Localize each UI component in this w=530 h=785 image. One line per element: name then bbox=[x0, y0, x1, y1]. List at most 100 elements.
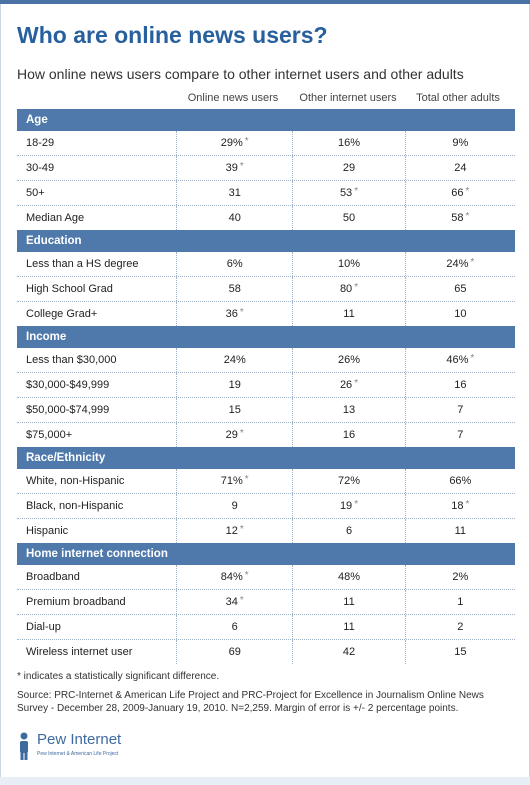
significance-star: * bbox=[465, 186, 470, 197]
significance-note: * indicates a statistically significant … bbox=[17, 671, 220, 682]
table-cell: 36 * bbox=[176, 302, 292, 326]
cell-value: 6 bbox=[345, 525, 353, 537]
table-cell: 10% bbox=[292, 252, 404, 276]
table-row: 50+ 31 53 * 66 * bbox=[17, 181, 515, 205]
row-label: Broadband bbox=[26, 571, 80, 583]
cell-value: 16 bbox=[342, 429, 356, 441]
row-label: Premium broadband bbox=[26, 596, 126, 608]
table-cell: 13 bbox=[292, 398, 404, 422]
table-cell: 46% * bbox=[404, 348, 515, 372]
cell-value: 15 bbox=[454, 646, 467, 658]
row-divider bbox=[17, 589, 515, 590]
cell-value: 26% bbox=[338, 354, 361, 366]
row-label: $30,000-$49,999 bbox=[26, 379, 110, 391]
row-label: White, non-Hispanic bbox=[26, 475, 125, 487]
row-label: College Grad+ bbox=[26, 308, 98, 320]
data-table: Age 18-29 29% * 16% 9% 30-49 39 * 29 24 50+ 31 53 * 66 *… bbox=[17, 109, 515, 664]
pew-internet-logo: Pew Internet Pew Internet & American Lif… bbox=[17, 731, 167, 761]
row-label: Less than a HS degree bbox=[26, 258, 139, 270]
row-label: 18-29 bbox=[26, 137, 55, 149]
section-header: Income bbox=[17, 326, 515, 348]
cell-value: 1 bbox=[457, 596, 464, 608]
table-cell: 7 bbox=[404, 423, 515, 447]
cell-value: 34 bbox=[225, 596, 238, 608]
significance-star: * bbox=[239, 161, 244, 172]
chart-subtitle: How online news users compare to other i… bbox=[17, 66, 464, 82]
cell-value: 36 bbox=[225, 308, 238, 320]
cell-value: 71% bbox=[220, 475, 243, 487]
significance-star: * bbox=[465, 499, 470, 510]
cell-value: 7 bbox=[457, 404, 464, 416]
cell-value: 80 bbox=[339, 283, 353, 295]
table-cell: 34 * bbox=[176, 590, 292, 614]
table-cell: 24% bbox=[176, 348, 292, 372]
row-divider bbox=[17, 422, 515, 423]
significance-star: * bbox=[239, 524, 244, 535]
cell-value: 18 bbox=[451, 500, 464, 512]
table-cell: 9 bbox=[176, 494, 292, 518]
cell-value: 48% bbox=[338, 571, 361, 583]
table-row: Black, non-Hispanic 9 19 * 18 * bbox=[17, 494, 515, 518]
cell-value: 11 bbox=[343, 621, 355, 633]
cell-value: 12 bbox=[225, 525, 238, 537]
table-cell: 16% bbox=[292, 131, 404, 155]
table-row: Dial-up 6 11 2 bbox=[17, 615, 515, 639]
table-cell: 48% bbox=[292, 565, 404, 589]
cell-value: 53 bbox=[339, 187, 353, 199]
table-cell: 6 bbox=[292, 519, 404, 543]
row-label: 30-49 bbox=[26, 162, 55, 174]
table-cell: 31 bbox=[176, 181, 292, 205]
cell-value: 42 bbox=[342, 646, 356, 658]
table-cell: 66% bbox=[404, 469, 515, 493]
section-header: Education bbox=[17, 230, 515, 252]
significance-star: * bbox=[354, 282, 359, 293]
row-divider bbox=[17, 180, 515, 181]
significance-star: * bbox=[239, 428, 244, 439]
table-row: Median Age 40 50 58 * bbox=[17, 206, 515, 230]
section-header: Age bbox=[17, 109, 515, 131]
table-cell: 69 bbox=[176, 640, 292, 664]
significance-star: * bbox=[244, 570, 249, 581]
significance-star: * bbox=[244, 474, 249, 485]
significance-star: * bbox=[244, 136, 249, 147]
cell-value: 40 bbox=[228, 212, 241, 224]
table-cell: 19 bbox=[176, 373, 292, 397]
row-divider bbox=[17, 614, 515, 615]
cell-value: 7 bbox=[457, 429, 464, 441]
bottom-band bbox=[0, 777, 530, 785]
cell-value: 9% bbox=[452, 137, 469, 149]
table-row: 30-49 39 * 29 24 bbox=[17, 156, 515, 180]
significance-star: * bbox=[239, 307, 244, 318]
column-header-online-news-users: Online news users bbox=[187, 92, 279, 104]
cell-value: 58 bbox=[451, 212, 464, 224]
table-cell: 40 bbox=[176, 206, 292, 230]
table-cell: 6% bbox=[176, 252, 292, 276]
cell-value: 58 bbox=[228, 283, 241, 295]
table-cell: 11 bbox=[292, 302, 404, 326]
source-note: Source: PRC-Internet & American Life Pro… bbox=[17, 690, 484, 714]
row-divider bbox=[17, 276, 515, 277]
cell-value: 2% bbox=[452, 571, 469, 583]
table-row: Less than $30,000 24% 26% 46% * bbox=[17, 348, 515, 372]
table-cell: 9% bbox=[404, 131, 515, 155]
table-cell: 58 * bbox=[404, 206, 515, 230]
table-cell: 15 bbox=[404, 640, 515, 664]
table-cell: 2% bbox=[404, 565, 515, 589]
column-header-other-internet-users: Other internet users bbox=[299, 92, 397, 104]
table-cell: 84% * bbox=[176, 565, 292, 589]
table-cell: 72% bbox=[292, 469, 404, 493]
cell-value: 26 bbox=[339, 379, 353, 391]
significance-star: * bbox=[354, 186, 359, 197]
cell-value: 84% bbox=[220, 571, 243, 583]
significance-star: * bbox=[465, 211, 470, 222]
cell-value: 11 bbox=[343, 596, 355, 608]
table-cell: 7 bbox=[404, 398, 515, 422]
row-label: Median Age bbox=[26, 212, 85, 224]
significance-star: * bbox=[354, 378, 359, 389]
table-row: Premium broadband 34 * 11 1 bbox=[17, 590, 515, 614]
cell-value: 11 bbox=[343, 308, 355, 320]
cell-value: 46% bbox=[446, 354, 469, 366]
significance-star: * bbox=[354, 499, 359, 510]
table-cell: 18 * bbox=[404, 494, 515, 518]
table-cell: 16 bbox=[292, 423, 404, 447]
